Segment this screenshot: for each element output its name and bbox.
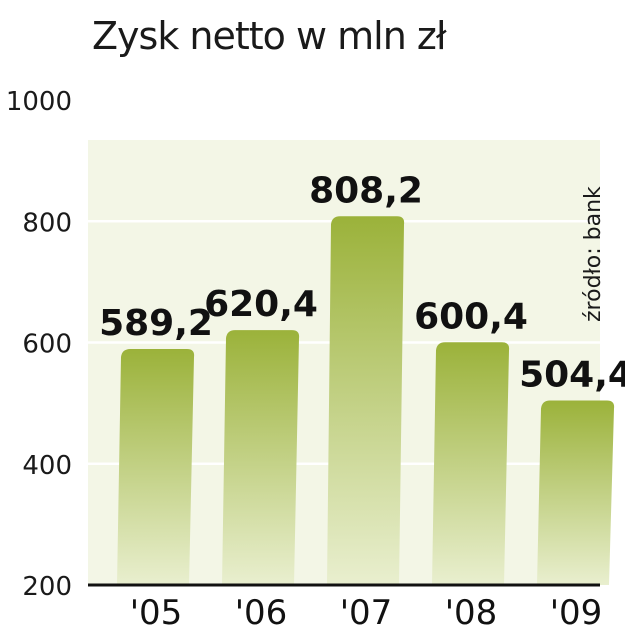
bar — [327, 216, 405, 585]
data-label: 589,2 — [99, 303, 213, 344]
y-tick-label: 200 — [22, 572, 72, 602]
x-tick-label: '06 — [235, 593, 288, 633]
x-tick-label: '07 — [340, 593, 393, 633]
data-label: 808,2 — [309, 170, 423, 211]
bar — [537, 400, 615, 585]
x-axis: '05 '06 '07 '08 '09 — [130, 593, 603, 633]
data-label: 600,4 — [414, 296, 528, 337]
x-tick-label: '09 — [550, 593, 603, 633]
bars — [117, 216, 615, 585]
y-tick-label: 800 — [22, 208, 72, 238]
y-tick-label: 1000 — [6, 87, 72, 117]
y-tick-label: 600 — [22, 330, 72, 360]
data-label: 620,4 — [204, 284, 318, 325]
source-note: źródło: bank — [581, 186, 606, 322]
x-tick-label: '08 — [445, 593, 498, 633]
bar — [432, 342, 510, 585]
chart-title: Zysk netto w mln zł — [92, 14, 447, 58]
bar — [222, 330, 300, 585]
y-axis: 200 400 600 800 1000 — [6, 87, 72, 602]
bar — [117, 349, 195, 585]
data-label: 504,4 — [519, 354, 625, 395]
y-tick-label: 400 — [22, 451, 72, 481]
x-tick-label: '05 — [130, 593, 183, 633]
